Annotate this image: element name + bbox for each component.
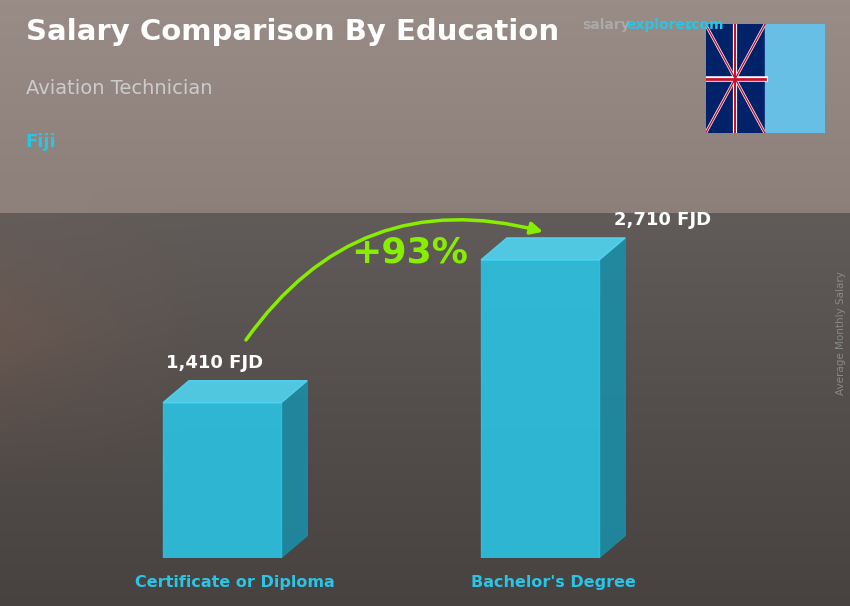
Text: Fiji: Fiji: [26, 133, 56, 152]
Polygon shape: [281, 381, 307, 558]
Polygon shape: [599, 238, 626, 558]
Text: Bachelor's Degree: Bachelor's Degree: [471, 575, 636, 590]
Text: Certificate or Diploma: Certificate or Diploma: [135, 575, 335, 590]
Text: +93%: +93%: [351, 235, 468, 269]
Polygon shape: [163, 402, 281, 558]
Bar: [765, 24, 824, 133]
Text: explorer: explorer: [626, 18, 692, 32]
Text: Average Monthly Salary: Average Monthly Salary: [836, 271, 846, 395]
Polygon shape: [163, 381, 307, 402]
Text: .com: .com: [687, 18, 724, 32]
Text: Salary Comparison By Education: Salary Comparison By Education: [26, 18, 558, 46]
Text: salary: salary: [582, 18, 630, 32]
Text: Aviation Technician: Aviation Technician: [26, 79, 212, 98]
Polygon shape: [481, 260, 599, 558]
Text: 1,410 FJD: 1,410 FJD: [167, 354, 264, 372]
Text: 2,710 FJD: 2,710 FJD: [614, 211, 711, 229]
Polygon shape: [481, 238, 626, 260]
Bar: [706, 24, 765, 133]
